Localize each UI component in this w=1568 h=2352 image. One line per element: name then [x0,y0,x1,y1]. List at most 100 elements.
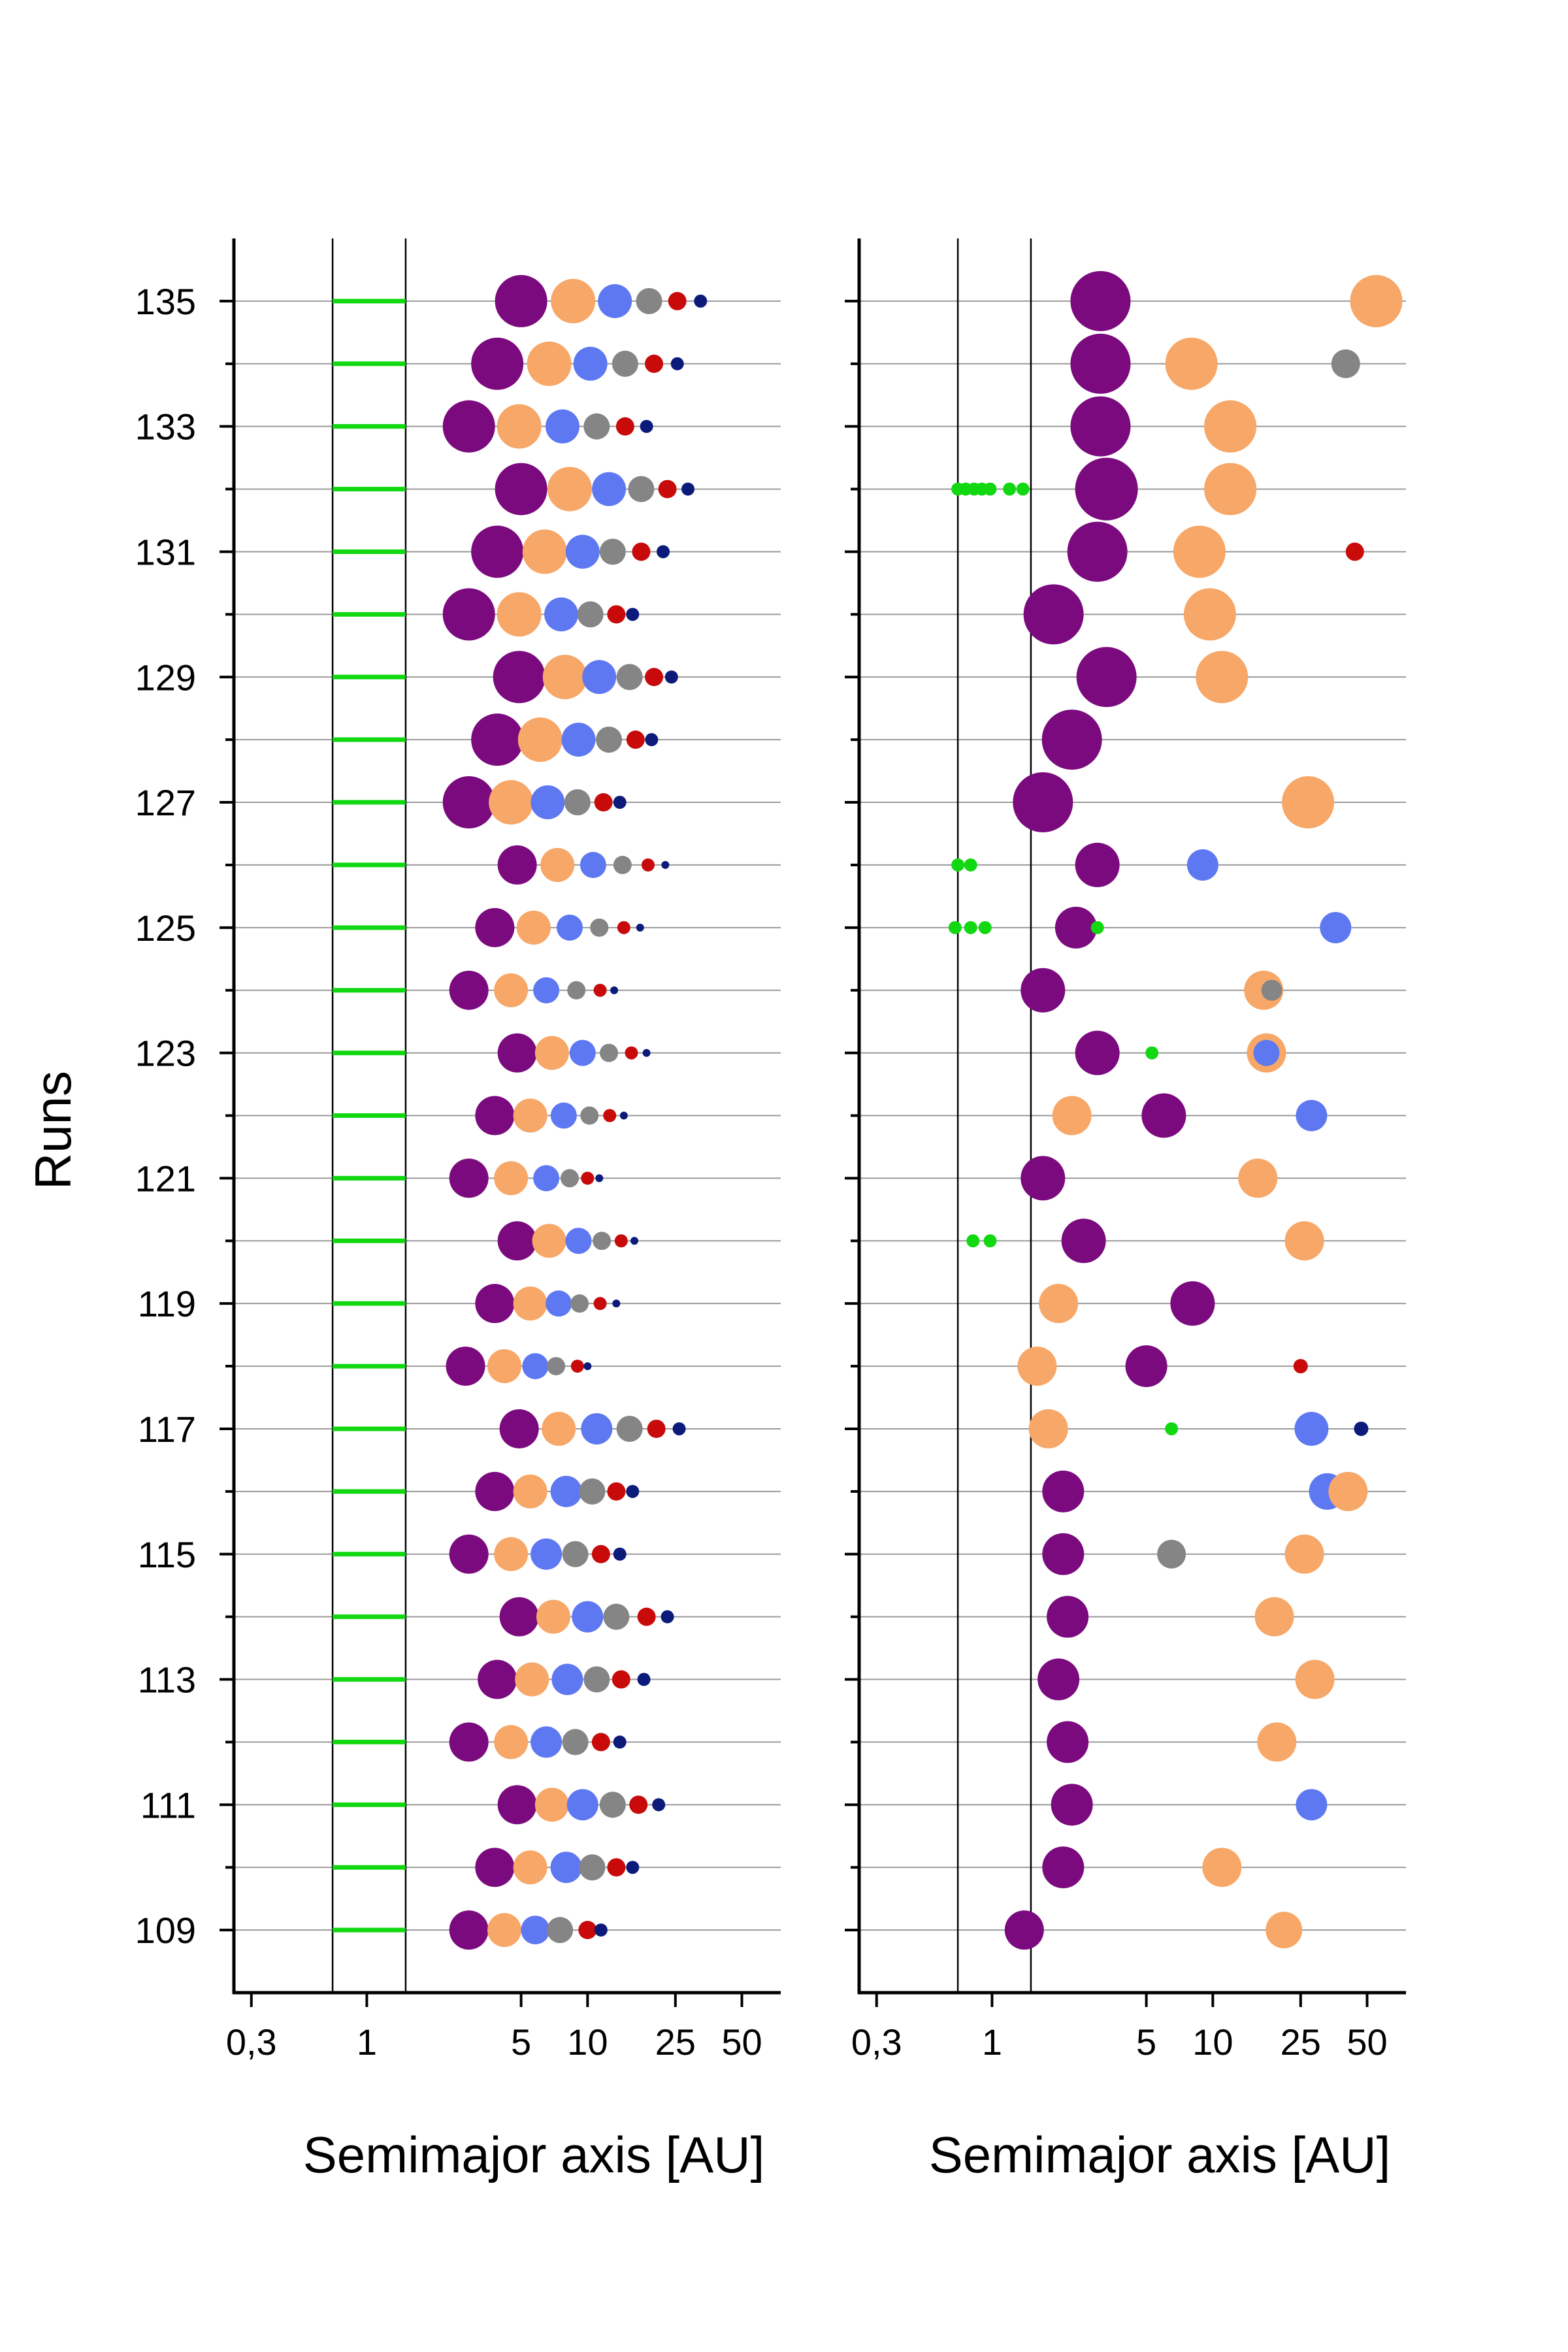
body-grey-run-132 [628,476,655,502]
body-purple-run-131 [1067,521,1128,582]
body-orange-run-118 [487,1349,522,1384]
body-orange-run-132 [547,466,592,512]
body-orange-run-124 [494,973,529,1007]
body-green-run-132 [1016,482,1030,496]
body-red-run-135 [668,291,687,310]
body-red-run-121 [581,1171,595,1185]
body-purple-run-120 [1061,1218,1106,1264]
body-navy-run-112 [613,1735,627,1749]
body-purple-run-126 [1075,842,1120,887]
body-blue-run-135 [598,284,632,318]
body-red-run-114 [637,1607,656,1626]
body-grey-run-128 [596,727,623,753]
body-blue-run-118 [522,1353,549,1380]
body-navy-run-132 [681,482,695,496]
left-panel: 1091111131151171191211231251271291311331… [135,238,781,2063]
x-tick-label-5: 5 [1136,2021,1156,2063]
body-orange-run-133 [1204,400,1257,453]
body-red-run-131 [632,542,651,561]
body-purple-run-119 [475,1284,515,1324]
body-orange-run-116 [513,1474,547,1509]
body-orange-run-123 [534,1036,569,1070]
body-orange-run-120 [1284,1221,1324,1261]
body-grey-run-120 [593,1232,612,1250]
body-orange-run-132 [1204,463,1257,515]
body-grey-run-131 [599,538,626,565]
body-grey-run-115 [562,1541,589,1567]
body-grey-run-124 [1261,979,1282,1001]
body-green-run-125 [948,921,962,934]
body-green-run-125 [978,921,992,934]
body-purple-run-116 [1042,1470,1085,1512]
body-red-run-124 [593,983,607,997]
body-orange-run-122 [1052,1096,1092,1135]
body-red-run-128 [626,730,645,749]
body-navy-run-122 [619,1111,628,1120]
body-navy-run-109 [594,1923,608,1937]
body-purple-run-123 [497,1033,537,1073]
body-navy-run-117 [1354,1421,1369,1436]
body-blue-run-127 [531,785,565,820]
body-orange-run-121 [1238,1158,1278,1198]
body-orange-run-131 [1173,525,1226,578]
body-orange-run-129 [1196,651,1249,704]
body-blue-run-115 [531,1538,563,1570]
body-grey-run-133 [583,413,610,440]
body-blue-run-130 [544,597,579,632]
body-orange-run-118 [1017,1347,1057,1386]
body-red-run-117 [647,1419,666,1438]
y-tick-label-113: 113 [138,1659,196,1701]
body-green-run-120 [966,1234,980,1248]
body-blue-run-109 [521,1916,550,1945]
body-grey-run-134 [1331,349,1360,378]
body-orange-run-115 [1284,1534,1324,1574]
body-blue-run-120 [565,1228,592,1254]
body-green-run-132 [983,482,997,496]
x-tick-label-1: 1 [357,2021,377,2063]
body-navy-run-119 [612,1299,621,1308]
body-purple-run-135 [495,274,547,327]
body-purple-run-115 [1042,1533,1085,1575]
body-red-run-112 [591,1733,610,1752]
body-grey-run-111 [599,1791,626,1818]
body-purple-run-110 [475,1848,515,1887]
body-orange-run-130 [1183,588,1236,641]
x-tick-label-50: 50 [721,2021,762,2063]
body-grey-run-125 [590,918,609,937]
body-purple-run-129 [493,651,546,704]
body-orange-run-127 [489,780,534,825]
body-blue-run-125 [1320,911,1352,943]
body-orange-run-120 [532,1224,566,1258]
body-orange-run-117 [542,1411,576,1446]
body-purple-run-122 [1141,1093,1186,1138]
body-purple-run-130 [442,588,495,641]
body-purple-run-118 [446,1347,485,1386]
body-orange-run-112 [1257,1722,1297,1762]
body-purple-run-125 [475,907,515,947]
body-orange-run-116 [1328,1471,1368,1511]
body-red-run-118 [570,1360,584,1373]
body-blue-run-117 [1294,1411,1329,1446]
body-orange-run-117 [1028,1409,1068,1448]
y-tick-label-135: 135 [135,281,196,322]
body-grey-run-124 [567,981,586,1000]
body-red-run-120 [614,1234,628,1248]
y-tick-label-115: 115 [138,1534,196,1575]
body-blue-run-129 [582,660,617,694]
body-red-run-113 [612,1670,630,1689]
body-purple-run-120 [497,1221,537,1261]
body-purple-run-135 [1070,270,1131,331]
body-navy-run-113 [637,1673,651,1686]
body-orange-run-109 [1266,1912,1303,1949]
body-orange-run-113 [515,1662,549,1697]
body-red-run-119 [593,1297,607,1311]
body-green-run-117 [1165,1422,1179,1435]
body-grey-run-110 [579,1854,606,1881]
body-purple-run-111 [497,1785,537,1825]
body-red-run-123 [625,1046,638,1060]
body-grey-run-109 [547,1917,574,1944]
body-orange-run-110 [1202,1848,1242,1887]
body-grey-run-115 [1157,1539,1186,1569]
body-navy-run-117 [672,1422,686,1435]
body-purple-run-124 [1021,968,1066,1013]
